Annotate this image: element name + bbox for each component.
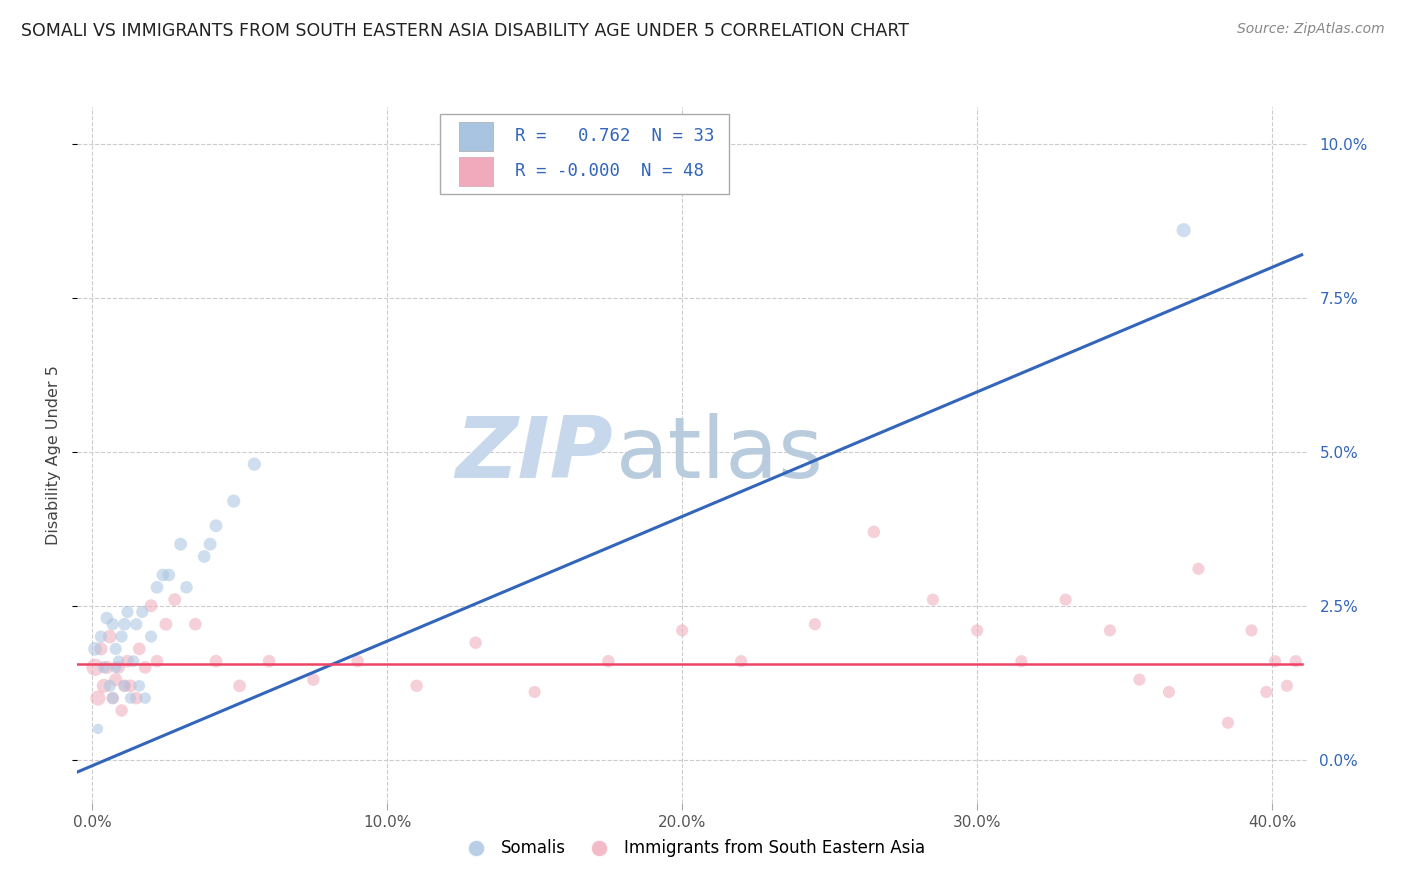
- Point: [184, 617, 207, 632]
- Point: [193, 549, 215, 564]
- Point: [405, 679, 427, 693]
- Point: [107, 660, 129, 674]
- Point: [93, 660, 115, 674]
- Point: [131, 605, 153, 619]
- Point: [101, 691, 124, 706]
- Point: [110, 630, 132, 644]
- Point: [104, 660, 127, 674]
- Text: R =   0.762  N = 33: R = 0.762 N = 33: [516, 128, 714, 145]
- Point: [120, 691, 142, 706]
- Point: [90, 630, 112, 644]
- Point: [84, 660, 107, 674]
- Point: [117, 654, 139, 668]
- Point: [863, 524, 886, 539]
- Point: [1216, 715, 1239, 730]
- Point: [346, 654, 368, 668]
- Point: [87, 722, 110, 736]
- Point: [222, 494, 245, 508]
- Point: [101, 691, 124, 706]
- Point: [598, 654, 620, 668]
- Point: [134, 660, 156, 674]
- Point: [205, 654, 228, 668]
- Point: [114, 617, 136, 632]
- Point: [155, 617, 177, 632]
- Text: R = -0.000  N = 48: R = -0.000 N = 48: [516, 162, 704, 180]
- Point: [104, 673, 127, 687]
- Point: [98, 679, 121, 693]
- Text: SOMALI VS IMMIGRANTS FROM SOUTH EASTERN ASIA DISABILITY AGE UNDER 5 CORRELATION : SOMALI VS IMMIGRANTS FROM SOUTH EASTERN …: [21, 22, 910, 40]
- Point: [1173, 223, 1195, 237]
- Text: atlas: atlas: [616, 413, 824, 497]
- Point: [114, 679, 136, 693]
- Point: [134, 691, 156, 706]
- Point: [96, 660, 118, 674]
- Point: [146, 654, 169, 668]
- Point: [107, 654, 129, 668]
- Point: [1285, 654, 1308, 668]
- Point: [90, 641, 112, 656]
- Point: [1256, 685, 1278, 699]
- Point: [1157, 685, 1180, 699]
- Point: [302, 673, 325, 687]
- Point: [169, 537, 191, 551]
- Text: Source: ZipAtlas.com: Source: ZipAtlas.com: [1237, 22, 1385, 37]
- Point: [1010, 654, 1032, 668]
- Point: [671, 624, 693, 638]
- Point: [198, 537, 221, 551]
- Point: [464, 636, 486, 650]
- Point: [104, 641, 127, 656]
- Point: [176, 580, 198, 594]
- Point: [120, 679, 142, 693]
- Point: [96, 611, 118, 625]
- Point: [114, 679, 136, 693]
- Point: [922, 592, 945, 607]
- Point: [1187, 562, 1209, 576]
- Point: [93, 679, 115, 693]
- Point: [163, 592, 186, 607]
- FancyBboxPatch shape: [458, 157, 494, 186]
- Point: [139, 599, 162, 613]
- Point: [152, 568, 174, 582]
- Point: [243, 457, 266, 471]
- Point: [1054, 592, 1077, 607]
- Point: [87, 691, 110, 706]
- Point: [1275, 679, 1298, 693]
- Point: [228, 679, 250, 693]
- Point: [139, 630, 162, 644]
- Point: [1240, 624, 1263, 638]
- Point: [125, 691, 148, 706]
- Point: [110, 703, 132, 717]
- Point: [966, 624, 988, 638]
- Point: [125, 617, 148, 632]
- Y-axis label: Disability Age Under 5: Disability Age Under 5: [46, 365, 62, 545]
- Point: [1264, 654, 1286, 668]
- Point: [122, 654, 145, 668]
- Point: [101, 617, 124, 632]
- Point: [1098, 624, 1121, 638]
- Point: [117, 605, 139, 619]
- Point: [84, 641, 107, 656]
- Point: [1128, 673, 1150, 687]
- Text: ZIP: ZIP: [456, 413, 613, 497]
- Point: [128, 641, 150, 656]
- Point: [804, 617, 827, 632]
- Point: [146, 580, 169, 594]
- Point: [730, 654, 752, 668]
- Point: [98, 630, 121, 644]
- Point: [157, 568, 180, 582]
- Point: [205, 518, 228, 533]
- Point: [523, 685, 546, 699]
- FancyBboxPatch shape: [458, 121, 494, 151]
- Legend: Somalis, Immigrants from South Eastern Asia: Somalis, Immigrants from South Eastern A…: [453, 833, 932, 864]
- Point: [128, 679, 150, 693]
- Point: [257, 654, 280, 668]
- FancyBboxPatch shape: [440, 114, 730, 194]
